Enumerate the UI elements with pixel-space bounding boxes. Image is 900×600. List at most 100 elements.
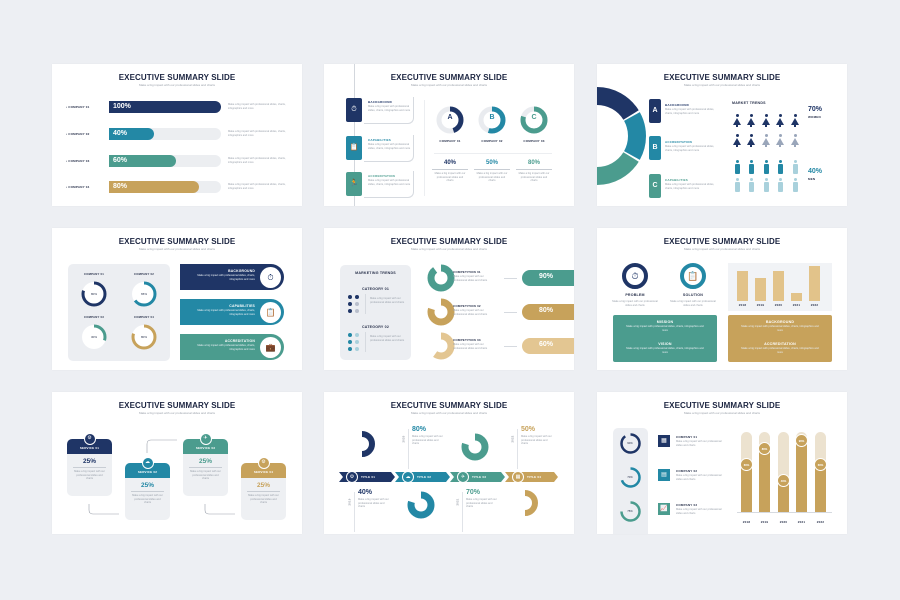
company-donut — [131, 281, 157, 307]
divider — [434, 153, 552, 154]
dot-marker — [355, 347, 359, 351]
arrow-connector — [146, 439, 177, 453]
dress — [762, 117, 770, 125]
company-label: • COMPANY 04 — [66, 185, 90, 189]
man-icon — [763, 178, 769, 192]
company-title: COMPANY 03 — [676, 503, 698, 507]
dot-marker — [355, 295, 359, 299]
item-text: Make a big impact with professional slid… — [665, 108, 715, 115]
column-year: 2020 — [779, 520, 788, 524]
slide-subtitle: Make a big impact with our professional … — [683, 83, 761, 87]
donut-arc — [619, 466, 641, 488]
company-label: COMPANY 02 — [481, 139, 503, 143]
column-value: 80% — [761, 446, 768, 451]
stat-text: Make a big impact with our professional … — [521, 435, 552, 446]
competition-value: 90% — [538, 273, 553, 280]
slide-company-rings-banners[interactable]: EXECUTIVE SUMMARY SLIDE Make a big impac… — [52, 228, 302, 370]
column-year: 2022 — [816, 520, 825, 524]
company-value: 50% — [485, 160, 498, 166]
competition-title: COMPETITION 02 — [453, 304, 481, 308]
head — [778, 160, 782, 163]
connector-line — [504, 312, 517, 313]
stat-value: 80% — [412, 426, 427, 433]
man-icon — [748, 178, 754, 192]
company-donut — [619, 500, 641, 522]
company-donut — [478, 106, 506, 134]
problem-text: Make a big impact with our professional … — [612, 300, 658, 307]
slide-title: EXECUTIVE SUMMARY SLIDE — [118, 237, 236, 246]
donut-value: 90% — [627, 441, 633, 445]
body — [748, 181, 754, 192]
donut-value: 65% — [140, 292, 147, 296]
item-text: Make a big impact with professional slid… — [368, 105, 411, 112]
slide-title: EXECUTIVE SUMMARY SLIDE — [118, 73, 236, 82]
timeline-line — [354, 64, 355, 206]
chart-year-label: 2022 — [810, 303, 819, 307]
head — [735, 134, 739, 137]
bar-value: 40% — [113, 130, 128, 137]
slide-services[interactable]: EXECUTIVE SUMMARY SLIDE Make a big impac… — [52, 392, 302, 534]
donut-arc — [619, 500, 641, 522]
stat-year: 2019 — [347, 498, 352, 506]
slide-title: EXECUTIVE SUMMARY SLIDE — [390, 73, 508, 82]
company-text: Make a big impact with professional slid… — [228, 103, 286, 110]
donut-arc — [131, 324, 157, 350]
item-text: Make a big impact with professional slid… — [665, 183, 715, 190]
company-donut — [81, 281, 107, 307]
bar-fill — [109, 181, 199, 193]
man-icon — [763, 160, 769, 174]
company-icon: 📈 — [658, 503, 670, 515]
solution-title: SOLUTION — [682, 293, 704, 297]
slide-timeline[interactable]: EXECUTIVE SUMMARY SLIDE Make a big impac… — [324, 392, 574, 534]
chart-bar — [737, 270, 748, 301]
head — [793, 134, 797, 137]
runner-icon: 🏃 — [346, 172, 362, 196]
woman-icon — [747, 114, 755, 127]
timeline-title: TITLE 04 — [527, 475, 542, 479]
slide-title: EXECUTIVE SUMMARY SLIDE — [390, 237, 508, 246]
bar-value: 100% — [113, 103, 131, 110]
chart-bar — [791, 292, 802, 301]
slide-subtitle: Make a big impact with our professional … — [138, 247, 216, 251]
slide-subtitle: Make a big impact with our professional … — [683, 247, 761, 251]
timeline-icon: ▦ — [512, 471, 524, 483]
timeline-title: TITLE 02 — [417, 475, 432, 479]
men-label: MEN — [808, 177, 816, 181]
service-text: Make a big impact with our professional … — [132, 494, 163, 505]
slide-company-bars[interactable]: EXECUTIVE SUMMARY SLIDE Make a big impac… — [52, 64, 302, 206]
body — [748, 163, 754, 174]
stat-value: 40% — [358, 489, 373, 496]
service-header — [67, 439, 112, 454]
problem-title: PROBLEM — [625, 293, 645, 297]
legs — [793, 144, 797, 147]
slide-problem-solution[interactable]: EXECUTIVE SUMMARY SLIDE Make a big impac… — [597, 228, 847, 370]
head — [764, 134, 768, 137]
bar-fill — [109, 101, 221, 113]
company-donut — [619, 432, 641, 454]
donut-value: 70% — [627, 475, 633, 479]
man-icon — [777, 160, 783, 174]
banner-title: BACKGROUND — [228, 269, 255, 273]
body — [777, 181, 783, 192]
item-card — [364, 135, 414, 162]
company-text: Make a big impact with our professional … — [676, 474, 722, 481]
slide-company-donuts-abc[interactable]: EXECUTIVE SUMMARY SLIDE Make a big impac… — [324, 64, 574, 206]
slide-yearly-columns[interactable]: EXECUTIVE SUMMARY SLIDE Make a big impac… — [597, 392, 847, 534]
column-value: 60% — [743, 462, 750, 467]
divider — [365, 332, 366, 352]
service-icon: ⚙ — [257, 457, 270, 469]
slide-title: EXECUTIVE SUMMARY SLIDE — [663, 401, 781, 410]
head — [735, 114, 739, 117]
slide-market-trends[interactable]: EXECUTIVE SUMMARY SLIDE Make a big impac… — [597, 64, 847, 206]
company-label: COMPANY 03 — [523, 139, 545, 143]
column-value: 60% — [817, 462, 824, 467]
slide-competition[interactable]: EXECUTIVE SUMMARY SLIDE Make a big impac… — [324, 228, 574, 370]
briefcase-icon: 💼 — [260, 336, 281, 358]
slide-subtitle: Make a big impact with our professional … — [410, 83, 488, 87]
woman-icon — [791, 114, 799, 127]
column-track — [778, 432, 789, 512]
dress — [733, 137, 741, 145]
dot-marker — [348, 309, 352, 313]
column-fill — [815, 464, 826, 512]
legs — [764, 144, 768, 147]
